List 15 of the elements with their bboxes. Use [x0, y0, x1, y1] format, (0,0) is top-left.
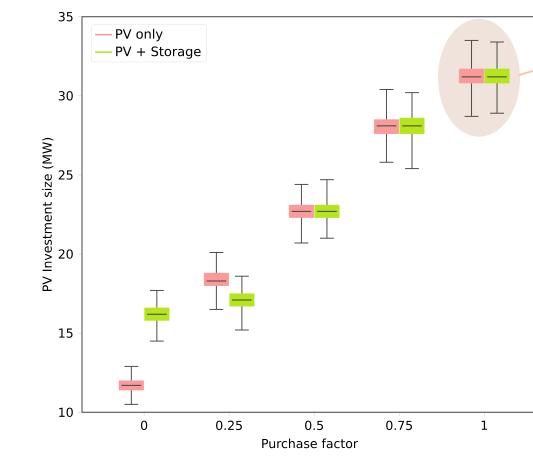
y-tick-label: 30 [58, 91, 73, 101]
x-axis-title: Purchase factor [262, 438, 358, 448]
x-tick-label: 1 [482, 420, 488, 430]
x-tick-label: 0.5 [305, 420, 323, 430]
y-tick-label: 15 [59, 328, 73, 338]
y-tick-label: 10 [59, 408, 73, 418]
x-tick-label: 0.25 [216, 420, 242, 430]
y-tick-label: 35 [58, 12, 73, 22]
y-tick-label: 25 [58, 170, 73, 180]
x-tick-label: 0 [140, 420, 148, 430]
y-axis-title: PV Investment size (MW) [42, 138, 54, 291]
legend-label: PV + Storage [116, 46, 201, 59]
legend-label: PV only [116, 28, 163, 42]
y-tick-label: 20 [58, 249, 73, 259]
x-tick-label: 0.75 [386, 420, 412, 430]
